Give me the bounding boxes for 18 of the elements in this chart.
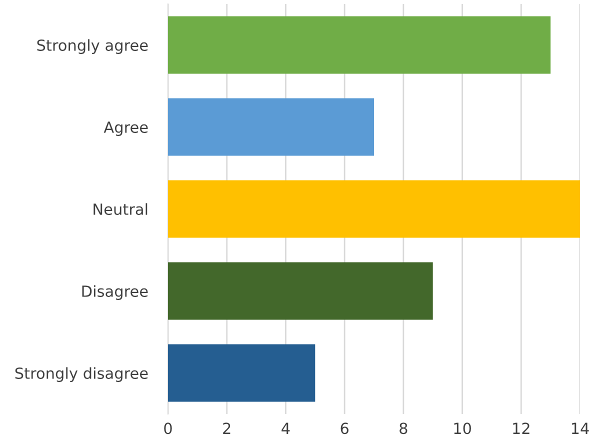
x-tick-label: 6 [340,422,348,434]
bar [168,98,374,156]
bar [168,344,316,402]
y-tick-label: Strongly agree [37,39,148,54]
y-tick-label: Agree [104,122,148,136]
y-tick-label: Neutral [94,203,148,216]
bar [168,180,580,238]
y-tick-label: Disagree [82,285,148,300]
x-tick-label: 0 [164,422,172,434]
bar [168,262,433,320]
bar [168,16,551,74]
x-tick-label: 8 [400,422,408,434]
x-tick-label: 4 [282,422,290,434]
x-tick-label: 10 [454,422,471,434]
y-tick-label: Strongly disagree [15,367,148,382]
x-tick-label: 14 [572,422,589,434]
x-tick-label: 12 [513,422,530,434]
x-tick-label: 2 [223,422,230,434]
